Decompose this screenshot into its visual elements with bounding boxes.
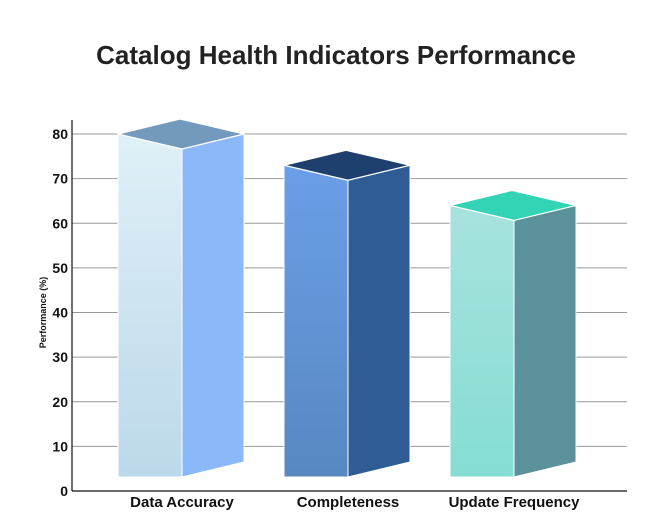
bar-side xyxy=(181,133,245,478)
y-axis-label: Performance (%) xyxy=(38,277,48,349)
bar-top xyxy=(117,118,245,150)
axes xyxy=(71,120,627,492)
chart-title: Catalog Health Indicators Performance xyxy=(96,40,576,70)
bar-group xyxy=(449,189,577,478)
y-tick-label: 80 xyxy=(52,126,68,142)
y-tick-label: 40 xyxy=(52,305,68,321)
y-tick-label: 60 xyxy=(52,215,68,231)
y-tick-label: 10 xyxy=(52,438,68,454)
y-tick-label: 20 xyxy=(52,394,68,410)
bar-top xyxy=(283,149,411,181)
x-tick-label: Data Accuracy xyxy=(130,494,234,511)
x-tick-label: Update Frequency xyxy=(449,494,581,511)
bar xyxy=(117,133,183,478)
bar xyxy=(449,204,515,478)
bar-side xyxy=(513,204,577,478)
bars xyxy=(117,118,577,478)
bar xyxy=(283,164,349,478)
labels: 0 10 20 30 40 50 60 70 80 Performance (%) Data Acc… xyxy=(38,126,580,511)
bar-top xyxy=(449,189,577,222)
bar-group xyxy=(283,149,411,478)
y-tick-label: 0 xyxy=(60,483,68,499)
x-tick-label: Completeness xyxy=(297,494,400,511)
y-tick-label: 50 xyxy=(52,260,68,276)
bar-group xyxy=(117,118,245,478)
bar-side xyxy=(347,164,411,478)
y-tick-label: 70 xyxy=(52,171,68,187)
y-tick-label: 30 xyxy=(52,349,68,365)
